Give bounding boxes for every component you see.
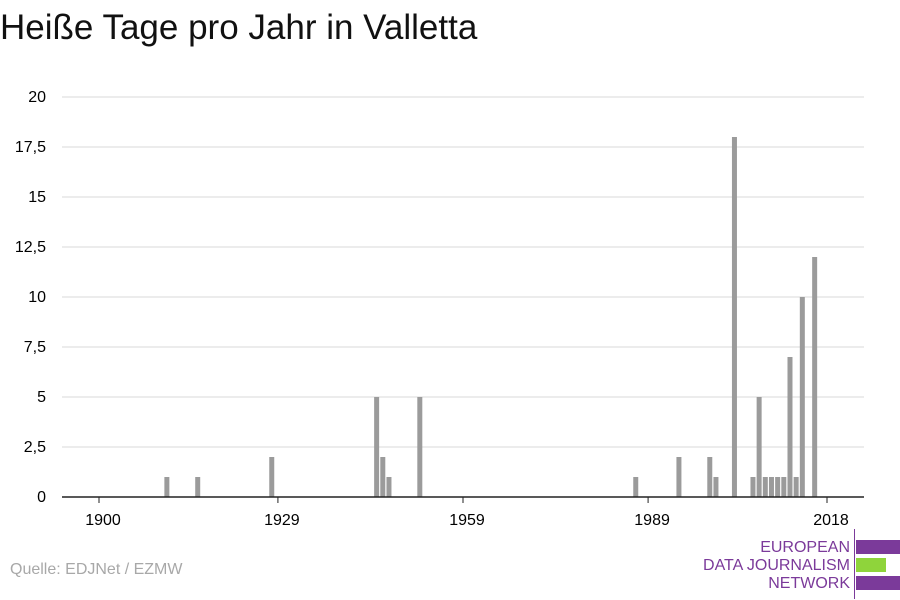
grid-lines xyxy=(62,96,864,448)
bar xyxy=(799,297,805,497)
bar xyxy=(787,357,793,497)
bar xyxy=(417,397,423,497)
x-tick-label: 1900 xyxy=(85,512,121,529)
source-note: Quelle: EDJNet / EZMW xyxy=(10,561,183,578)
bar xyxy=(269,457,275,497)
x-tick-label: 1989 xyxy=(634,512,670,529)
bar xyxy=(374,397,380,497)
bar xyxy=(812,257,818,497)
bar xyxy=(756,397,762,497)
bar xyxy=(707,457,713,497)
bar xyxy=(731,137,737,497)
bar xyxy=(768,477,774,497)
bar xyxy=(781,477,787,497)
logo-bar-bottom xyxy=(856,576,900,590)
bar xyxy=(195,477,201,497)
y-tick-label: 20 xyxy=(28,89,46,106)
logo-divider xyxy=(854,529,855,599)
bar xyxy=(762,477,768,497)
bar xyxy=(750,477,756,497)
y-tick-label: 0 xyxy=(37,489,46,506)
x-tick-label: 2018 xyxy=(813,512,849,529)
bar xyxy=(676,457,682,497)
logo-bar-middle xyxy=(856,558,886,572)
y-tick-label: 2,5 xyxy=(24,439,46,456)
y-tick-label: 12,5 xyxy=(15,239,46,256)
y-axis-ticks: 0 2,5 5 7,5 10 12,5 15 17,5 20 xyxy=(15,89,46,506)
bars xyxy=(164,137,818,497)
logo-text: EUROPEAN DATA JOURNALISM NETWORK xyxy=(703,539,850,593)
y-tick-label: 15 xyxy=(28,189,46,206)
bar xyxy=(775,477,781,497)
chart-title: Heiße Tage pro Jahr in Valletta xyxy=(0,8,478,47)
logo-line-1: EUROPEAN xyxy=(760,539,850,556)
bar xyxy=(386,477,392,497)
bar xyxy=(380,457,386,497)
bar xyxy=(633,477,639,497)
x-tick-label: 1959 xyxy=(449,512,485,529)
bar xyxy=(713,477,719,497)
bar xyxy=(793,477,799,497)
y-tick-label: 17,5 xyxy=(15,139,46,156)
bar xyxy=(164,477,170,497)
y-tick-label: 5 xyxy=(37,389,46,406)
logo-line-3: NETWORK xyxy=(768,575,850,592)
x-tick-label: 1929 xyxy=(264,512,300,529)
logo-bar-top xyxy=(856,540,900,554)
x-axis-ticks: 1900 1929 1959 1989 2018 xyxy=(85,497,849,529)
y-tick-label: 10 xyxy=(28,289,46,306)
y-tick-label: 7,5 xyxy=(24,339,46,356)
logo-line-2: DATA JOURNALISM xyxy=(703,557,850,574)
edjnet-logo: EUROPEAN DATA JOURNALISM NETWORK xyxy=(690,529,900,599)
